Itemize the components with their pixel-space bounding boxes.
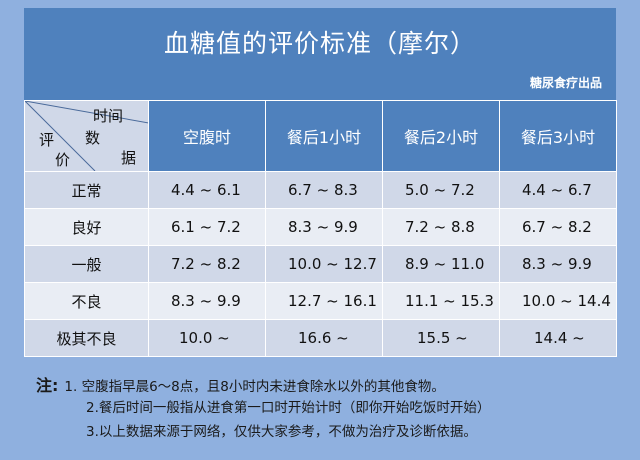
note-text-1: 1. 空腹指早晨6～8点，且8小时内未进食除水以外的其他食物。 [64,379,445,395]
column-header-1h: 餐后1小时 [265,100,383,172]
table-cell: 8.3 ~ 9.9 [499,245,617,283]
table-row: 正常 4.4 ~ 6.1 6.7 ~ 8.3 5.0 ~ 7.2 4.4 ~ 6… [24,171,617,209]
row-level: 一般 [24,245,149,283]
row-level: 良好 [24,208,149,246]
corner-eval-label-2: 价 [55,151,71,169]
glucose-table: 时间 数 据 评 价 空腹时 餐后1小时 餐后2小时 餐后3小时 正常 4.4 … [24,100,617,357]
corner-data-label-2: 据 [121,149,137,167]
table-cell: 15.5 ~ [382,319,500,357]
table-cell: 4.4 ~ 6.1 [148,171,266,209]
table-cell: 6.7 ~ 8.3 [265,171,383,209]
table-cell: 16.6 ~ [265,319,383,357]
corner-cell: 时间 数 据 评 价 [24,100,149,172]
column-header-fasting: 空腹时 [148,100,266,172]
corner-eval-label-1: 评 [39,131,55,149]
table-row: 极其不良 10.0 ~ 16.6 ~ 15.5 ~ 14.4 ~ [24,319,617,357]
table-header-row: 时间 数 据 评 价 空腹时 餐后1小时 餐后2小时 餐后3小时 [24,100,617,172]
table-cell: 12.7 ~ 16.1 [265,282,383,320]
table-cell: 5.0 ~ 7.2 [382,171,500,209]
table-cell: 4.4 ~ 6.7 [499,171,617,209]
table-cell: 8.3 ~ 9.9 [265,208,383,246]
row-level: 不良 [24,282,149,320]
notes-section: 注: 1. 空腹指早晨6～8点，且8小时内未进食除水以外的其他食物。 2.餐后时间… [36,372,616,444]
table-cell: 8.3 ~ 9.9 [148,282,266,320]
note-line-3: 3.以上数据来源于网络，仅供大家参考，不做为治疗及诊断依据。 [36,420,616,444]
notes-label: 注: [36,376,59,395]
note-text-2: 2.餐后时间一般指从进食第一口时开始计时（即你开始吃饭时开始） [86,400,491,416]
column-header-2h: 餐后2小时 [382,100,500,172]
note-line-2: 2.餐后时间一般指从进食第一口时开始计时（即你开始吃饭时开始） [36,396,616,420]
table-cell: 8.9 ~ 11.0 [382,245,500,283]
table-row: 一般 7.2 ~ 8.2 10.0 ~ 12.7 8.9 ~ 11.0 8.3 … [24,245,617,283]
standards-card: 血糖值的评价标准（摩尔） 糖尿食疗出品 时间 数 据 评 价 [24,8,617,357]
table-row: 良好 6.1 ~ 7.2 8.3 ~ 9.9 7.2 ~ 8.8 6.7 ~ 8… [24,208,617,246]
row-level: 正常 [24,171,149,209]
corner-data-label-1: 数 [85,129,101,147]
note-text-3: 3.以上数据来源于网络，仅供大家参考，不做为治疗及诊断依据。 [86,424,477,440]
table-row: 不良 8.3 ~ 9.9 12.7 ~ 16.1 11.1 ~ 15.3 10.… [24,282,617,320]
table-cell: 7.2 ~ 8.8 [382,208,500,246]
row-level: 极其不良 [24,319,149,357]
table-cell: 6.1 ~ 7.2 [148,208,266,246]
table-cell: 7.2 ~ 8.2 [148,245,266,283]
table-cell: 10.0 ~ [148,319,266,357]
diagonal-lines [25,101,148,171]
note-line-1: 注: 1. 空腹指早晨6～8点，且8小时内未进食除水以外的其他食物。 [36,372,616,396]
table-cell: 10.0 ~ 14.4 [499,282,617,320]
table-cell: 10.0 ~ 12.7 [265,245,383,283]
table-cell: 14.4 ~ [499,319,617,357]
table-cell: 6.7 ~ 8.2 [499,208,617,246]
credit-text: 糖尿食疗出品 [529,76,602,90]
page-title: 血糖值的评价标准（摩尔） [163,29,476,58]
title-band: 血糖值的评价标准（摩尔） 糖尿食疗出品 [24,8,616,100]
table-cell: 11.1 ~ 15.3 [382,282,500,320]
corner-time-label: 时间 [93,107,124,125]
column-header-3h: 餐后3小时 [499,100,617,172]
